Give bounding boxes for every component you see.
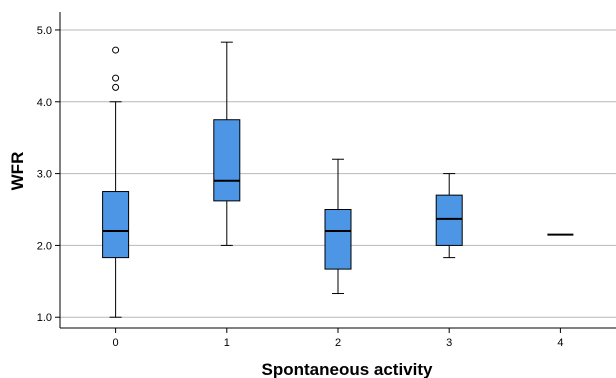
outlier-point [112, 74, 120, 82]
x-tick-label: 4 [557, 337, 563, 349]
box-category-3 [435, 173, 463, 259]
box-series [102, 41, 574, 318]
y-tick-labels: 1.0 2.0 3.0 4.0 5.0 [37, 25, 60, 324]
x-tick-label: 2 [335, 337, 341, 349]
x-tick-label: 3 [446, 337, 452, 349]
y-axis-title: WFR [8, 152, 27, 191]
x-tick-labels: 0 1 2 3 4 [113, 328, 563, 349]
y-tick-label: 2.0 [37, 240, 52, 252]
y-tick-label: 5.0 [37, 25, 52, 37]
box-category-1 [213, 41, 241, 246]
x-tick-label: 1 [224, 337, 230, 349]
y-tick-label: 4.0 [37, 97, 52, 109]
x-axis-title: Spontaneous activity [262, 360, 434, 378]
box-iqr [435, 194, 463, 246]
box-iqr [324, 209, 352, 270]
box-iqr [102, 191, 130, 259]
outlier-point [112, 83, 120, 91]
y-tick-label: 3.0 [37, 169, 52, 181]
box-category-2 [324, 158, 352, 295]
y-tick-label: 1.0 [37, 312, 52, 324]
x-tick-label: 0 [113, 337, 119, 349]
outlier-point [112, 46, 120, 54]
box-iqr [213, 119, 241, 202]
box-category-0 [102, 46, 130, 318]
